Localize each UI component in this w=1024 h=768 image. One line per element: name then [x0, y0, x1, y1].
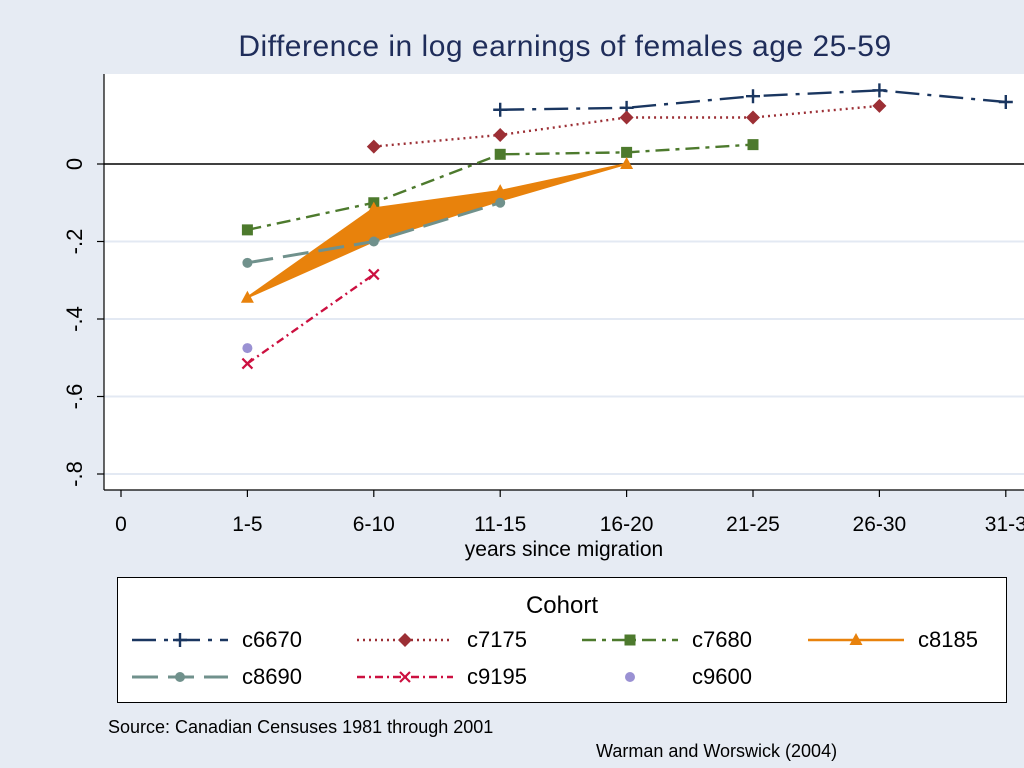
- data-point-square: [241, 224, 253, 236]
- series-c9195: [241, 268, 380, 370]
- legend-title: Cohort: [525, 592, 599, 619]
- x-tick-label: 31-3: [985, 513, 1024, 536]
- data-point-circle: [495, 197, 506, 208]
- legend-label: c9600: [692, 664, 752, 689]
- legend-item-c8185: c8185: [806, 626, 978, 654]
- data-point-x: [241, 357, 254, 370]
- x-tick-label: 0: [115, 513, 127, 536]
- data-point-square: [624, 634, 636, 646]
- legend-key: [132, 672, 228, 682]
- data-point-x: [399, 671, 411, 683]
- legend-item-c9195: c9195: [355, 663, 527, 691]
- y-tick-label: -.8: [62, 461, 87, 487]
- x-tick-label: 11-15: [474, 513, 526, 536]
- legend-key: [808, 633, 904, 645]
- y-tick-label: -.4: [62, 306, 87, 332]
- legend-item-c6670: c6670: [130, 626, 302, 654]
- source-note: Source: Canadian Censuses 1981 through 2…: [108, 717, 494, 737]
- data-point-diamond: [746, 110, 760, 125]
- data-point-square: [494, 148, 506, 160]
- data-point-triangle: [620, 157, 634, 169]
- data-point-square: [621, 146, 633, 158]
- data-point-diamond: [619, 110, 634, 125]
- series-c7175: [366, 98, 887, 154]
- legend-item-c7175: c7175: [355, 626, 527, 654]
- legend-key: [357, 633, 453, 647]
- data-point-circle: [242, 343, 253, 354]
- data-point-circle: [175, 672, 185, 682]
- legend-key: [132, 633, 228, 647]
- data-point-diamond: [366, 139, 381, 154]
- line-chart: 0 -.2 -.4 -.6 -.8 0 1-5 6-10 11-15 16-20 21-25 26-3…: [62, 74, 1024, 561]
- series-line: [246, 273, 375, 365]
- legend-key: [357, 671, 453, 683]
- data-point-plus: [173, 633, 187, 647]
- x-tick-label: 21-25: [726, 513, 780, 536]
- series-line: [247, 143, 754, 232]
- series-line: [246, 162, 627, 299]
- y-tick-label: -.2: [62, 229, 87, 255]
- legend-item-c7680: c7680: [580, 626, 752, 654]
- x-tick-label: 26-30: [853, 513, 907, 536]
- x-tick-label: 16-20: [600, 513, 654, 536]
- data-point-plus: [746, 89, 760, 104]
- x-tick-label: 6-10: [353, 513, 395, 536]
- legend-item-c9600: c9600: [580, 663, 752, 691]
- y-tick-label: 0: [62, 158, 87, 170]
- x-axis-title: years since migration: [465, 538, 663, 561]
- data-point-circle: [242, 257, 253, 268]
- chart-title: Difference in log earnings of females ag…: [238, 30, 892, 63]
- data-point-triangle: [367, 201, 381, 214]
- data-point-plus: [872, 83, 887, 98]
- legend-label: c8690: [242, 664, 302, 689]
- x-tick-label: 1-5: [232, 513, 262, 536]
- legend-key: [582, 634, 678, 646]
- data-point-square: [747, 139, 759, 151]
- credit-note: Warman and Worswick (2004): [596, 741, 838, 761]
- data-point-triangle: [240, 290, 254, 303]
- series-line: [373, 104, 880, 148]
- y-tick-label: -.6: [62, 384, 87, 410]
- legend-label: c7680: [692, 627, 752, 652]
- data-point-circle: [625, 672, 635, 682]
- legend-item-c8690: c8690: [130, 663, 302, 691]
- data-point-diamond: [872, 98, 887, 113]
- data-point-diamond: [398, 633, 412, 647]
- data-point-diamond: [493, 127, 508, 142]
- legend-label: c7175: [467, 627, 527, 652]
- data-point-circle: [368, 236, 379, 247]
- series-c8690: [242, 197, 506, 268]
- plot-area: [104, 74, 1024, 490]
- data-point-triangle: [849, 633, 863, 645]
- series-c9600: [242, 343, 253, 354]
- data-point-plus: [493, 102, 508, 117]
- legend-label: c8185: [918, 627, 978, 652]
- data-point-plus: [998, 95, 1013, 109]
- legend: Cohort c6670 c7175 c7680 c8185 c8690 c9195 c96…: [117, 577, 1007, 703]
- legend-label: c9195: [467, 664, 527, 689]
- data-point-x: [368, 268, 380, 281]
- series-c6670: [493, 83, 1013, 117]
- data-point-triangle: [493, 184, 507, 197]
- legend-key: [625, 672, 635, 682]
- legend-label: c6670: [242, 627, 302, 652]
